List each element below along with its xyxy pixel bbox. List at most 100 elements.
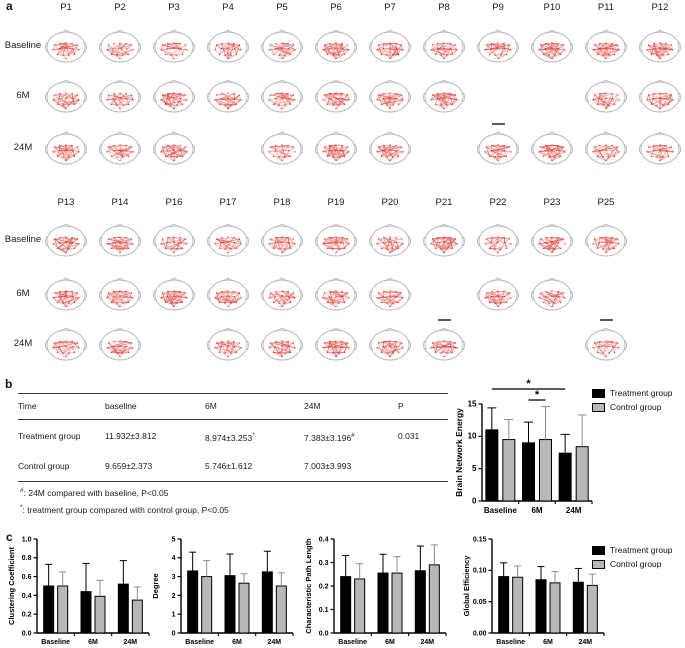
head-topoplot (639, 130, 681, 164)
head-topoplot (477, 276, 519, 310)
patient-column-header: P14 (111, 197, 129, 208)
legend-label: Control group (610, 402, 662, 412)
head-topoplot (45, 78, 87, 112)
chart-text: 1.0 (22, 536, 32, 543)
head-topoplot (531, 28, 573, 62)
legend-item: Treatment group (592, 388, 673, 398)
table-row: Treatment group 11.932±3.812 8.974±3.253* 7… (18, 430, 448, 444)
patient-column-header: P8 (438, 2, 450, 13)
chart-text: 24M (579, 639, 593, 646)
legend-swatch-icon (592, 545, 605, 555)
tiny-annotation (599, 319, 613, 321)
head-topoplot (531, 276, 573, 310)
head-topoplot (585, 78, 627, 112)
head-topoplot (423, 326, 465, 360)
tiny-annotation (491, 123, 505, 125)
table-footnote: #: 24M compared with baseline, P<0.05 (20, 487, 169, 498)
table-header-cell: 6M (205, 401, 217, 411)
chart-text: 5 (472, 464, 477, 473)
legend-label: Treatment group (610, 545, 673, 555)
panel-c-label: c (6, 530, 13, 544)
legend-item: Treatment group (592, 545, 673, 555)
head-topoplot (369, 276, 411, 310)
patient-column-header: P17 (219, 197, 237, 208)
chart-text: Clustering Coefficient (7, 547, 16, 625)
table-cell: 7.383±3.196# (304, 432, 355, 443)
chart-text: 0.10 (473, 568, 487, 575)
legend: Treatment group Control group (592, 388, 673, 412)
timepoint-row-label: 6M (16, 288, 30, 299)
table-cell: 0.031 (398, 431, 420, 441)
head-topoplot (207, 326, 249, 360)
table-cell: Treatment group (18, 431, 81, 441)
table-footnote: *: treatment group compared with control… (20, 504, 229, 515)
head-topoplot (315, 222, 357, 256)
table-cell (398, 460, 448, 472)
head-topoplot (531, 222, 573, 256)
chart-text: Baseline (496, 639, 525, 646)
brain-network-energy-chart: 0 5 10 15 Baseline 6M 24M Brain Network Energy *… (454, 378, 593, 515)
chart-text: 6M (385, 639, 395, 646)
head-topoplot (531, 130, 573, 164)
patient-column-header: P25 (597, 197, 615, 208)
legend-swatch-icon (592, 388, 605, 398)
patient-column-header: P21 (435, 197, 453, 208)
timepoint-row-label: Baseline (4, 40, 42, 51)
chart-text: 5 (172, 536, 176, 543)
chart-text: Characteristic Path Length (304, 538, 313, 634)
chart-text: 0.2 (319, 583, 329, 590)
timepoint-row-label: 24M (13, 338, 33, 349)
table-header-cell: P (398, 401, 404, 411)
timepoint-row-label: 6M (16, 90, 30, 101)
patient-column-header: P22 (489, 197, 507, 208)
patient-column-header: P5 (276, 2, 288, 13)
chart-text: Brain Network Energy (454, 408, 464, 497)
legend-item: Control group (592, 402, 673, 412)
chart-text: * (535, 389, 540, 401)
chart-text: 1 (172, 612, 176, 619)
patient-column-header: P12 (651, 2, 669, 13)
patient-column-header: P10 (543, 2, 561, 13)
patient-column-header: P4 (222, 2, 234, 13)
legend-label: Control group (610, 559, 662, 569)
patient-column-header: P18 (273, 197, 291, 208)
head-topoplot (639, 28, 681, 62)
head-topoplot (99, 78, 141, 112)
head-topoplot (423, 28, 465, 62)
head-topoplot (369, 222, 411, 256)
head-topoplot (153, 130, 195, 164)
chart-text: 4 (172, 555, 176, 562)
table-header-cell: Time (18, 401, 37, 411)
degree-chart: 0 1 2 3 4 5 Baseline 6M 24M Degree (151, 536, 294, 646)
legend-swatch-icon (592, 402, 605, 412)
table-rule (18, 419, 448, 420)
head-topoplot (99, 326, 141, 360)
table-cell: 5.746±1.612 (205, 461, 253, 471)
head-topoplot (261, 276, 303, 310)
legend-label: Treatment group (610, 388, 673, 398)
chart-text: 24M (421, 639, 435, 646)
head-topoplot (153, 222, 195, 256)
table-cell: 11.932±3.812 (105, 431, 157, 441)
chart-text: 0.8 (22, 555, 32, 562)
head-topoplot (585, 326, 627, 360)
chart-text: 0 (472, 496, 477, 505)
chart-text: Global Efficiency (462, 555, 471, 617)
head-topoplot (207, 222, 249, 256)
head-topoplot (315, 130, 357, 164)
chart-text: * (526, 378, 531, 390)
table-header-cell: 24M (304, 401, 321, 411)
chart-text: 6M (88, 639, 98, 646)
clustering-coefficient-chart: 0.0 0.2 0.4 0.6 0.8 1.0 Baseline 6M 24M Clusterin… (7, 536, 150, 646)
patient-column-header: P13 (57, 197, 75, 208)
head-topoplot (369, 28, 411, 62)
head-topoplot (585, 28, 627, 62)
chart-text: 24M (566, 506, 582, 515)
head-topoplot (261, 78, 303, 112)
head-topoplot (477, 222, 519, 256)
table-cell: 7.003±3.993 (304, 461, 352, 471)
patient-column-header: P6 (330, 2, 342, 13)
head-topoplot (369, 78, 411, 112)
chart-text: Baseline (338, 639, 367, 646)
